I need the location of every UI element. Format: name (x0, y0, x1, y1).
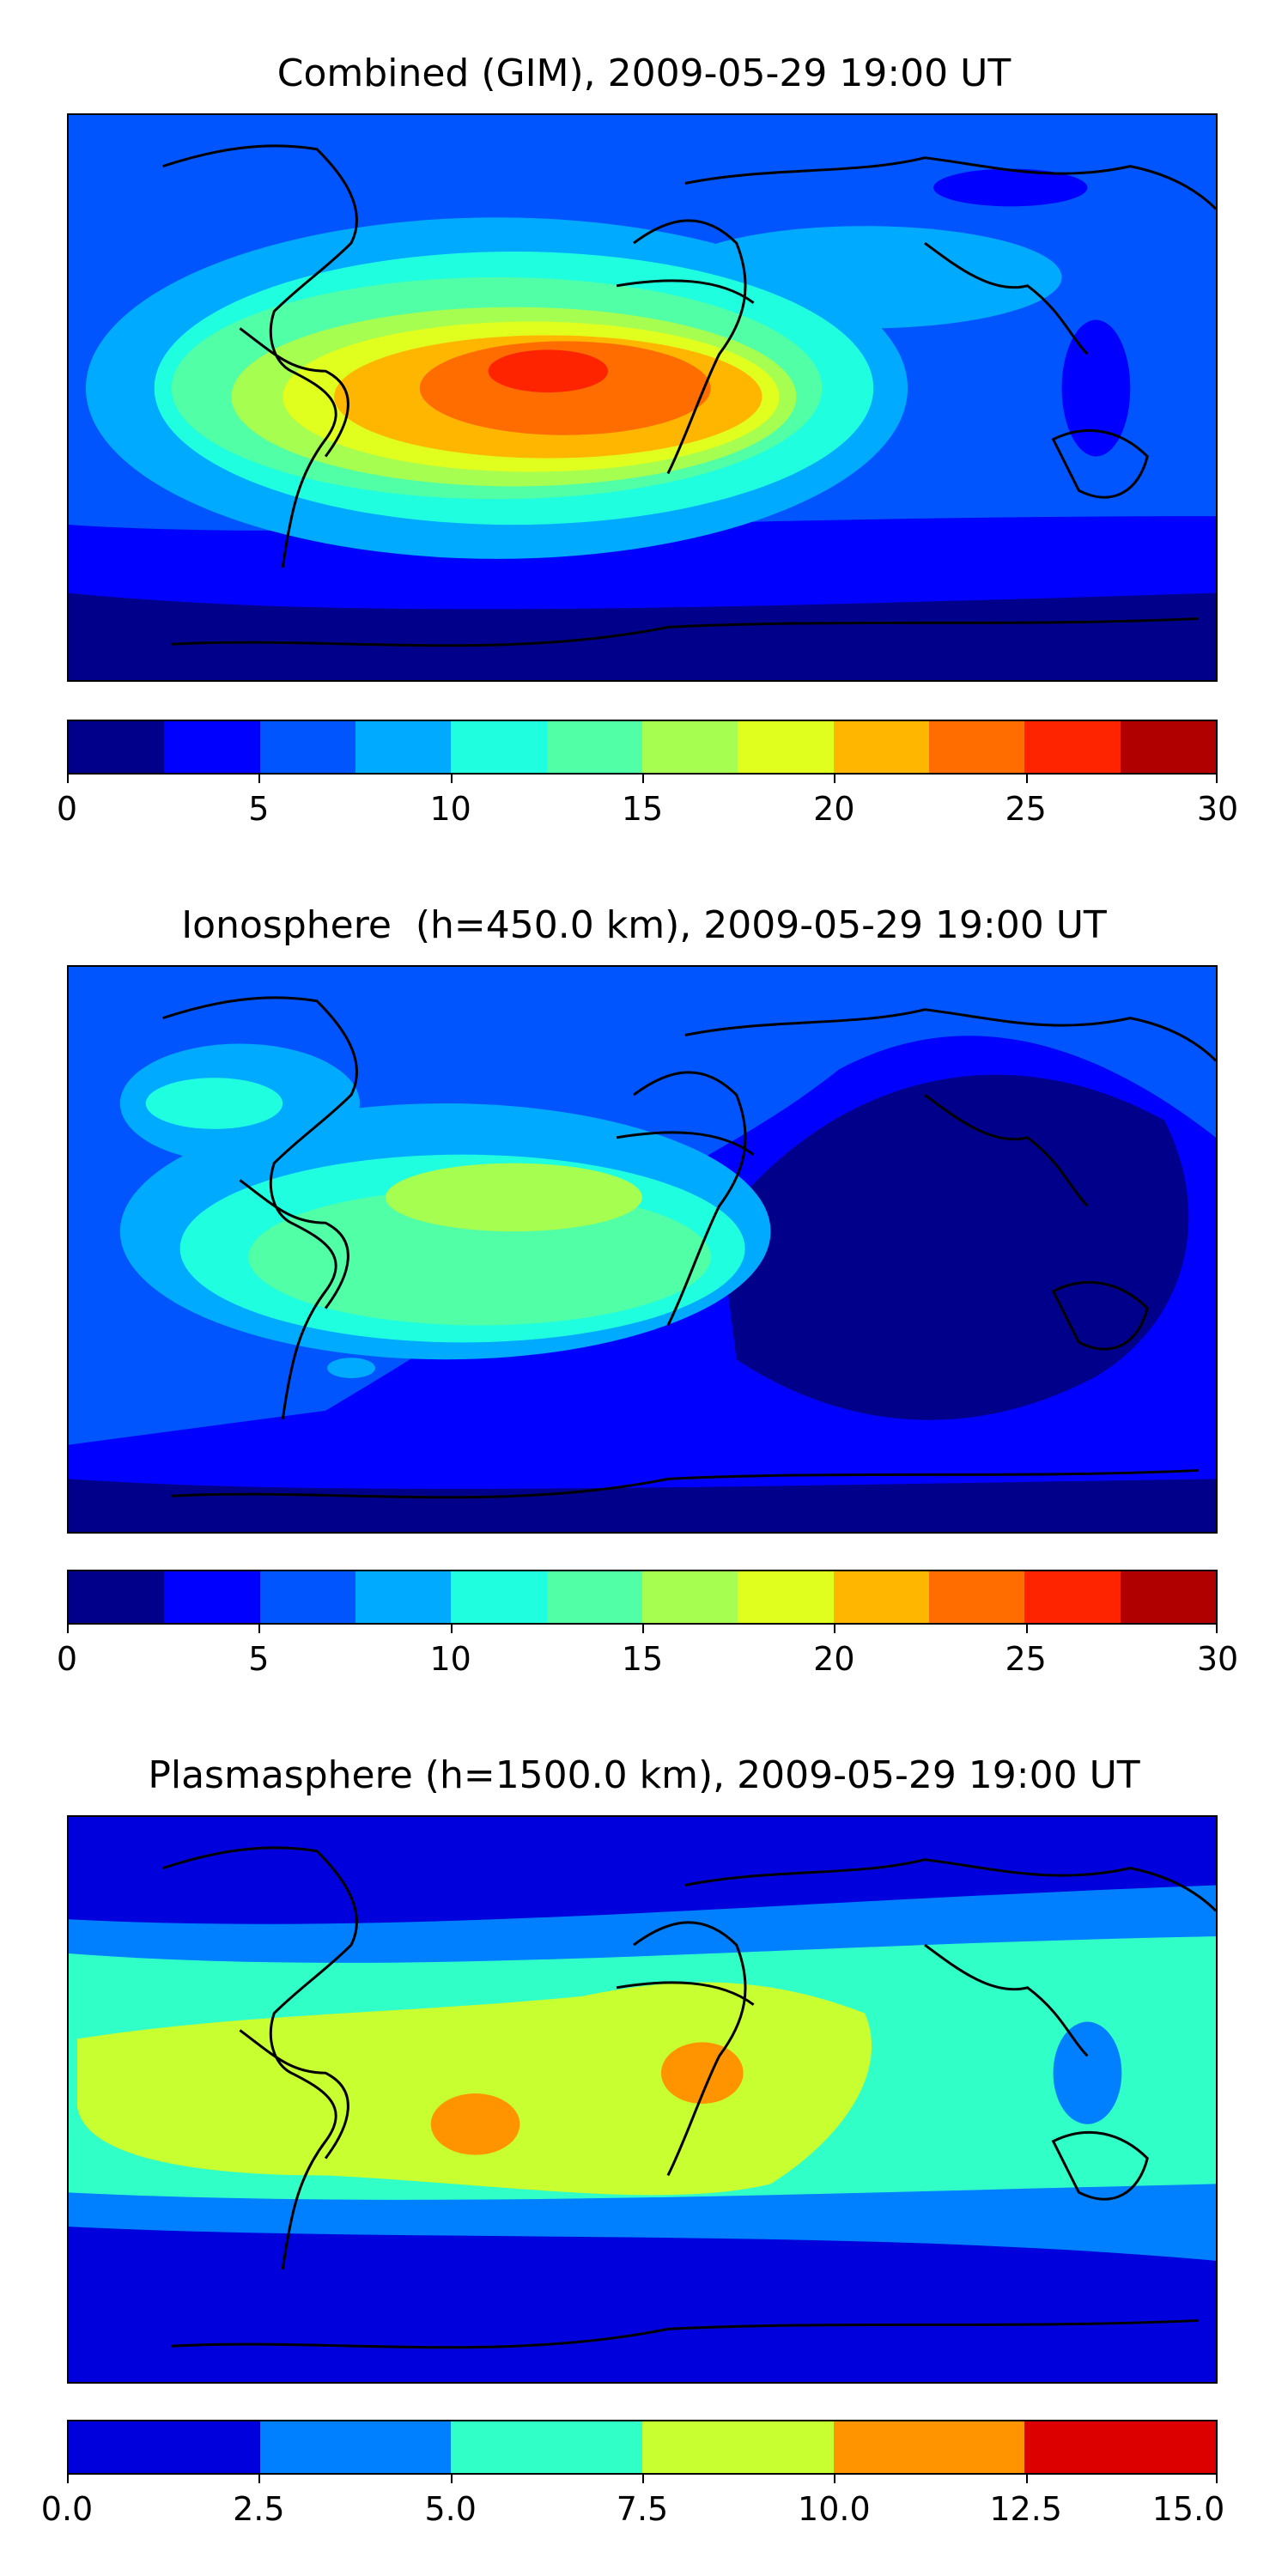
colorbar-segment (451, 1571, 547, 1623)
map-ionosphere (67, 965, 1218, 1534)
colorbar-tick-label: 20 (813, 790, 855, 828)
colorbar (67, 2420, 1218, 2475)
colorbar-tick-label: 2.5 (233, 2490, 285, 2528)
colorbar-tick-label: 15 (621, 1640, 664, 1678)
colorbar (67, 720, 1218, 775)
colorbar-segment (1120, 721, 1216, 773)
colorbar-tick-label: 0 (56, 790, 78, 828)
map-svg (69, 1817, 1216, 2382)
colorbar-segment (451, 721, 547, 773)
colorbar-segment (928, 721, 1025, 773)
colorbar-segment (641, 721, 738, 773)
colorbar-segment (259, 1571, 355, 1623)
colorbar-tick-label: 30 (1196, 790, 1239, 828)
colorbar-segment (546, 1571, 642, 1623)
colorbar-tick-label: 12.5 (989, 2490, 1062, 2528)
colorbar-segment (642, 2421, 834, 2473)
colorbar-ticks: 0.0 2.5 5.0 7.5 10.0 12.5 15.0 (41, 2475, 1224, 2528)
colorbar-tick-label: 10 (429, 790, 471, 828)
panel-title: Plasmasphere (h=1500.0 km), 2009-05-29 1… (148, 1753, 1140, 1797)
map-plasmasphere (67, 1815, 1218, 2384)
colorbar-ticks: 0 5 10 15 20 25 30 (57, 1625, 1238, 1678)
colorbar-tick-label: 30 (1196, 1640, 1239, 1678)
colorbar-segment (546, 721, 642, 773)
colorbar-tick-label: 15.0 (1151, 2490, 1225, 2528)
colorbar-tick-label: 5 (248, 1640, 270, 1678)
colorbar-tick-label: 7.5 (616, 2490, 669, 2528)
colorbar-tick-label: 10.0 (798, 2490, 871, 2528)
colorbar-tick-label: 5.0 (424, 2490, 477, 2528)
colorbar-segment (355, 1571, 452, 1623)
colorbar-segment (1024, 2421, 1217, 2473)
colorbar-segment (1024, 1571, 1121, 1623)
colorbar-tick-label: 25 (1005, 1640, 1047, 1678)
colorbar-tick-label: 15 (621, 790, 664, 828)
colorbar-segment (1120, 1571, 1216, 1623)
colorbar-tick-label: 20 (813, 1640, 855, 1678)
colorbar-segment (738, 721, 834, 773)
colorbar (67, 1570, 1218, 1625)
colorbar-tick-label: 10 (429, 1640, 471, 1678)
colorbar-segment (928, 1571, 1025, 1623)
colorbar-segment (641, 1571, 738, 1623)
colorbar-tick-label: 25 (1005, 790, 1047, 828)
colorbar-segment (355, 721, 452, 773)
colorbar-tick-label: 0 (56, 1640, 78, 1678)
colorbar-segment (164, 1571, 260, 1623)
colorbar-tick-label: 5 (248, 790, 270, 828)
colorbar-segment (833, 1571, 929, 1623)
colorbar-segment (259, 721, 355, 773)
panel-title: Combined (GIM), 2009-05-29 19:00 UT (276, 52, 1012, 95)
map-svg (69, 115, 1216, 680)
map-combined (67, 113, 1218, 682)
colorbar-segment (738, 1571, 834, 1623)
colorbar-segment (69, 2421, 260, 2473)
colorbar-segment (833, 2421, 1025, 2473)
colorbar-ticks: 0 5 10 15 20 25 30 (57, 775, 1238, 828)
colorbar-segment (69, 1571, 165, 1623)
colorbar-segment (164, 721, 260, 773)
colorbar-segment (259, 2421, 452, 2473)
colorbar-segment (1024, 721, 1121, 773)
panel-title: Ionosphere (h=450.0 km), 2009-05-29 19:0… (181, 903, 1107, 947)
colorbar-segment (833, 721, 929, 773)
map-svg (69, 967, 1216, 1532)
colorbar-segment (69, 721, 165, 773)
colorbar-segment (451, 2421, 643, 2473)
colorbar-tick-label: 0.0 (40, 2490, 94, 2528)
